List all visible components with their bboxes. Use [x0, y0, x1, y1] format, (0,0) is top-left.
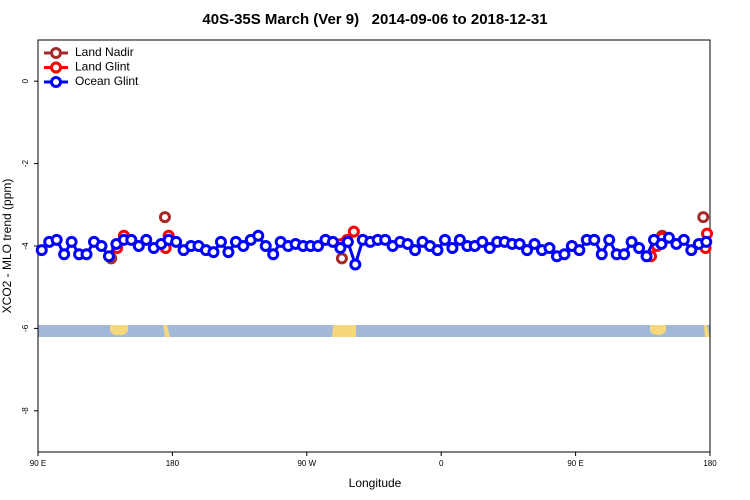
legend-marker	[50, 61, 62, 74]
land-blob	[704, 325, 710, 337]
data-point	[595, 248, 608, 261]
data-point	[446, 242, 459, 255]
data-point	[347, 225, 360, 238]
data-point	[35, 244, 48, 257]
x-axis-label: Longitude	[349, 476, 402, 490]
data-point	[237, 240, 250, 252]
data-point	[409, 244, 422, 257]
data-point	[588, 233, 601, 246]
data-point	[453, 233, 466, 246]
data-point	[603, 233, 616, 246]
data-point	[476, 235, 489, 248]
data-point	[625, 235, 638, 248]
data-point	[521, 244, 534, 257]
data-point	[252, 229, 265, 242]
data-point	[335, 252, 348, 265]
data-point	[65, 235, 78, 248]
data-point	[349, 258, 362, 271]
land-blob	[650, 325, 666, 335]
chart-title: 40S-35S March (Ver 9) 2014-09-06 to 2018…	[202, 11, 547, 28]
data-point	[214, 235, 227, 248]
data-point	[662, 231, 675, 244]
data-point	[259, 240, 272, 252]
data-point	[483, 242, 496, 255]
data-point	[132, 240, 145, 252]
y-tick-label: -4	[21, 242, 30, 250]
data-point	[379, 233, 392, 246]
x-tick-label: 90 E	[30, 459, 46, 468]
data-point	[326, 235, 339, 248]
data-point	[528, 237, 541, 250]
land-blob	[332, 325, 356, 337]
x-tick-label: 180	[166, 459, 180, 468]
data-point	[222, 246, 235, 259]
data-point	[543, 242, 556, 255]
legend-marker	[50, 47, 62, 59]
data-point	[431, 244, 444, 257]
data-point	[618, 248, 631, 261]
data-point	[312, 240, 324, 252]
data-point	[655, 237, 668, 250]
data-point	[207, 246, 220, 259]
data-point	[158, 211, 171, 224]
data-point	[50, 233, 63, 246]
legend-label: Land Nadir	[75, 45, 134, 59]
legend-label: Land Glint	[75, 60, 130, 74]
data-point	[633, 242, 646, 255]
y-tick-label: -8	[21, 407, 30, 415]
legend-label: Ocean Glint	[75, 74, 139, 88]
data-point	[513, 237, 526, 250]
y-tick-label: -2	[21, 159, 30, 167]
data-point	[573, 244, 586, 257]
data-point	[341, 235, 354, 248]
data-point	[438, 233, 451, 246]
data-point	[640, 250, 653, 263]
data-point	[677, 233, 690, 246]
data-point	[125, 233, 138, 246]
data-point	[95, 240, 108, 252]
data-point	[685, 244, 698, 257]
data-point	[140, 233, 153, 246]
data-point	[401, 237, 414, 250]
data-point	[80, 248, 93, 261]
data-point	[102, 250, 115, 263]
land-blob	[163, 325, 170, 337]
data-point	[334, 242, 347, 255]
y-tick-label: 0	[21, 78, 30, 83]
x-tick-label: 90 W	[297, 459, 316, 468]
x-tick-label: 0	[439, 459, 444, 468]
legend-marker	[50, 76, 62, 88]
x-tick-label: 180	[703, 459, 717, 468]
data-point	[697, 211, 710, 224]
y-axis-label: XCO2 - MLO trend (ppm)	[0, 179, 14, 314]
data-point	[267, 248, 280, 261]
data-point	[700, 235, 713, 248]
ocean-strip	[38, 325, 710, 337]
data-point	[558, 248, 571, 261]
land-mask	[38, 325, 710, 337]
data-point	[58, 248, 71, 261]
y-tick-label: -6	[21, 324, 30, 332]
land-blob	[110, 325, 128, 336]
data-point	[170, 235, 183, 248]
x-tick-label: 90 E	[567, 459, 583, 468]
